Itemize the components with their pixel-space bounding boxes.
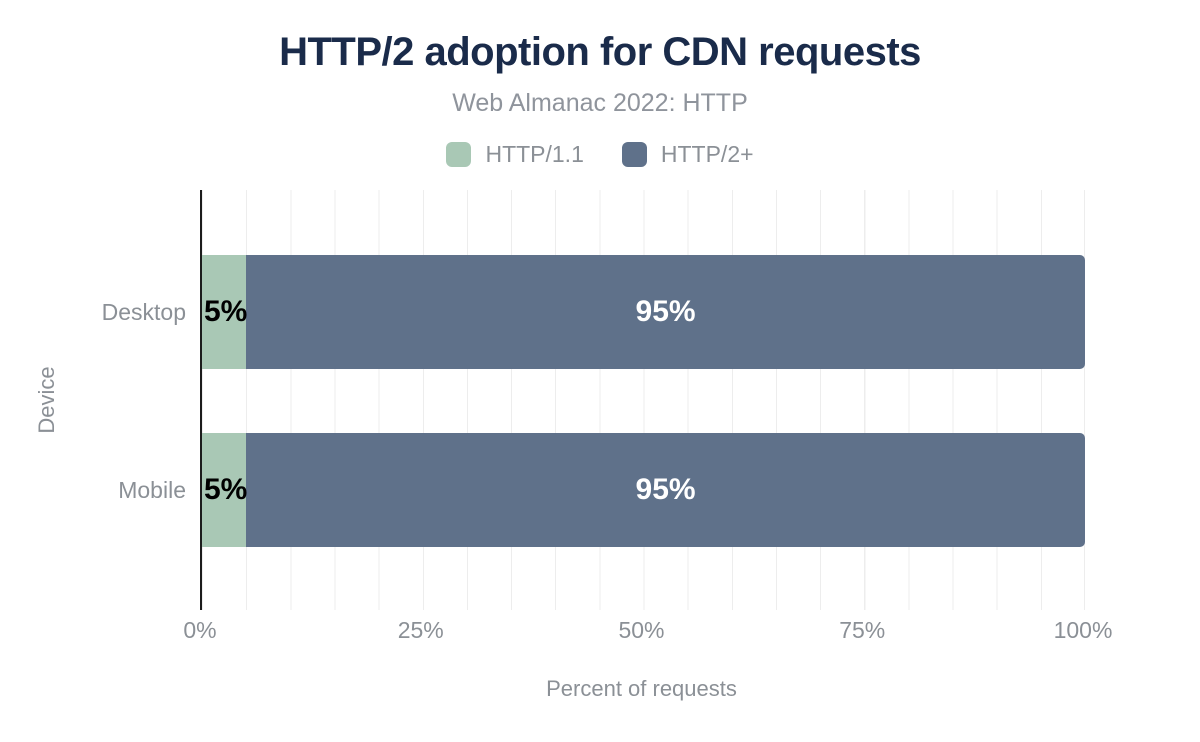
- gridline-100pct: [1084, 190, 1085, 610]
- x-tick-100: 100%: [1053, 617, 1113, 643]
- y-axis-title: Device: [34, 366, 59, 434]
- bar-row-mobile: 5% 95%: [202, 433, 1085, 547]
- bar-value-label-http11-mobile: 5%: [204, 473, 248, 506]
- legend-label-http11: HTTP/1.1: [485, 141, 584, 167]
- chart-subtitle: Web Almanac 2022: HTTP: [452, 89, 748, 117]
- bar-segment-http2-desktop[interactable]: 95%: [246, 255, 1085, 369]
- bar-segment-http2-mobile[interactable]: 95%: [246, 433, 1085, 547]
- bar-segment-http11-mobile[interactable]: 5%: [202, 433, 248, 547]
- bar-value-label-http2-desktop: 95%: [635, 295, 696, 328]
- x-axis-title: Percent of requests: [546, 676, 737, 701]
- legend-item-http2[interactable]: HTTP/2+: [621, 141, 754, 168]
- legend: HTTP/1.1 HTTP/2+: [0, 141, 1200, 168]
- x-tick-25: 25%: [397, 617, 444, 643]
- legend-swatch-http2: [621, 142, 647, 167]
- legend-label-http2: HTTP/2+: [660, 141, 754, 167]
- plot-area: 5% 95% 5% 95%: [200, 190, 1085, 610]
- x-tick-75: 75%: [839, 617, 886, 643]
- bar-value-label-http11-desktop: 5%: [204, 295, 248, 328]
- category-label-desktop: Desktop: [101, 299, 186, 325]
- legend-item-http11[interactable]: HTTP/1.1: [446, 141, 584, 168]
- x-tick-0: 0%: [183, 617, 217, 643]
- bar-value-label-http2-mobile: 95%: [635, 473, 696, 506]
- x-tick-50: 50%: [618, 617, 665, 643]
- x-axis-ticks: 0% 25% 50% 75% 100%: [183, 617, 1112, 645]
- bar-row-desktop: 5% 95%: [202, 255, 1085, 369]
- legend-swatch-http11: [446, 142, 472, 167]
- bar-segment-http11-desktop[interactable]: 5%: [202, 255, 248, 369]
- chart-title: HTTP/2 adoption for CDN requests: [279, 30, 921, 74]
- category-label-mobile: Mobile: [118, 477, 186, 503]
